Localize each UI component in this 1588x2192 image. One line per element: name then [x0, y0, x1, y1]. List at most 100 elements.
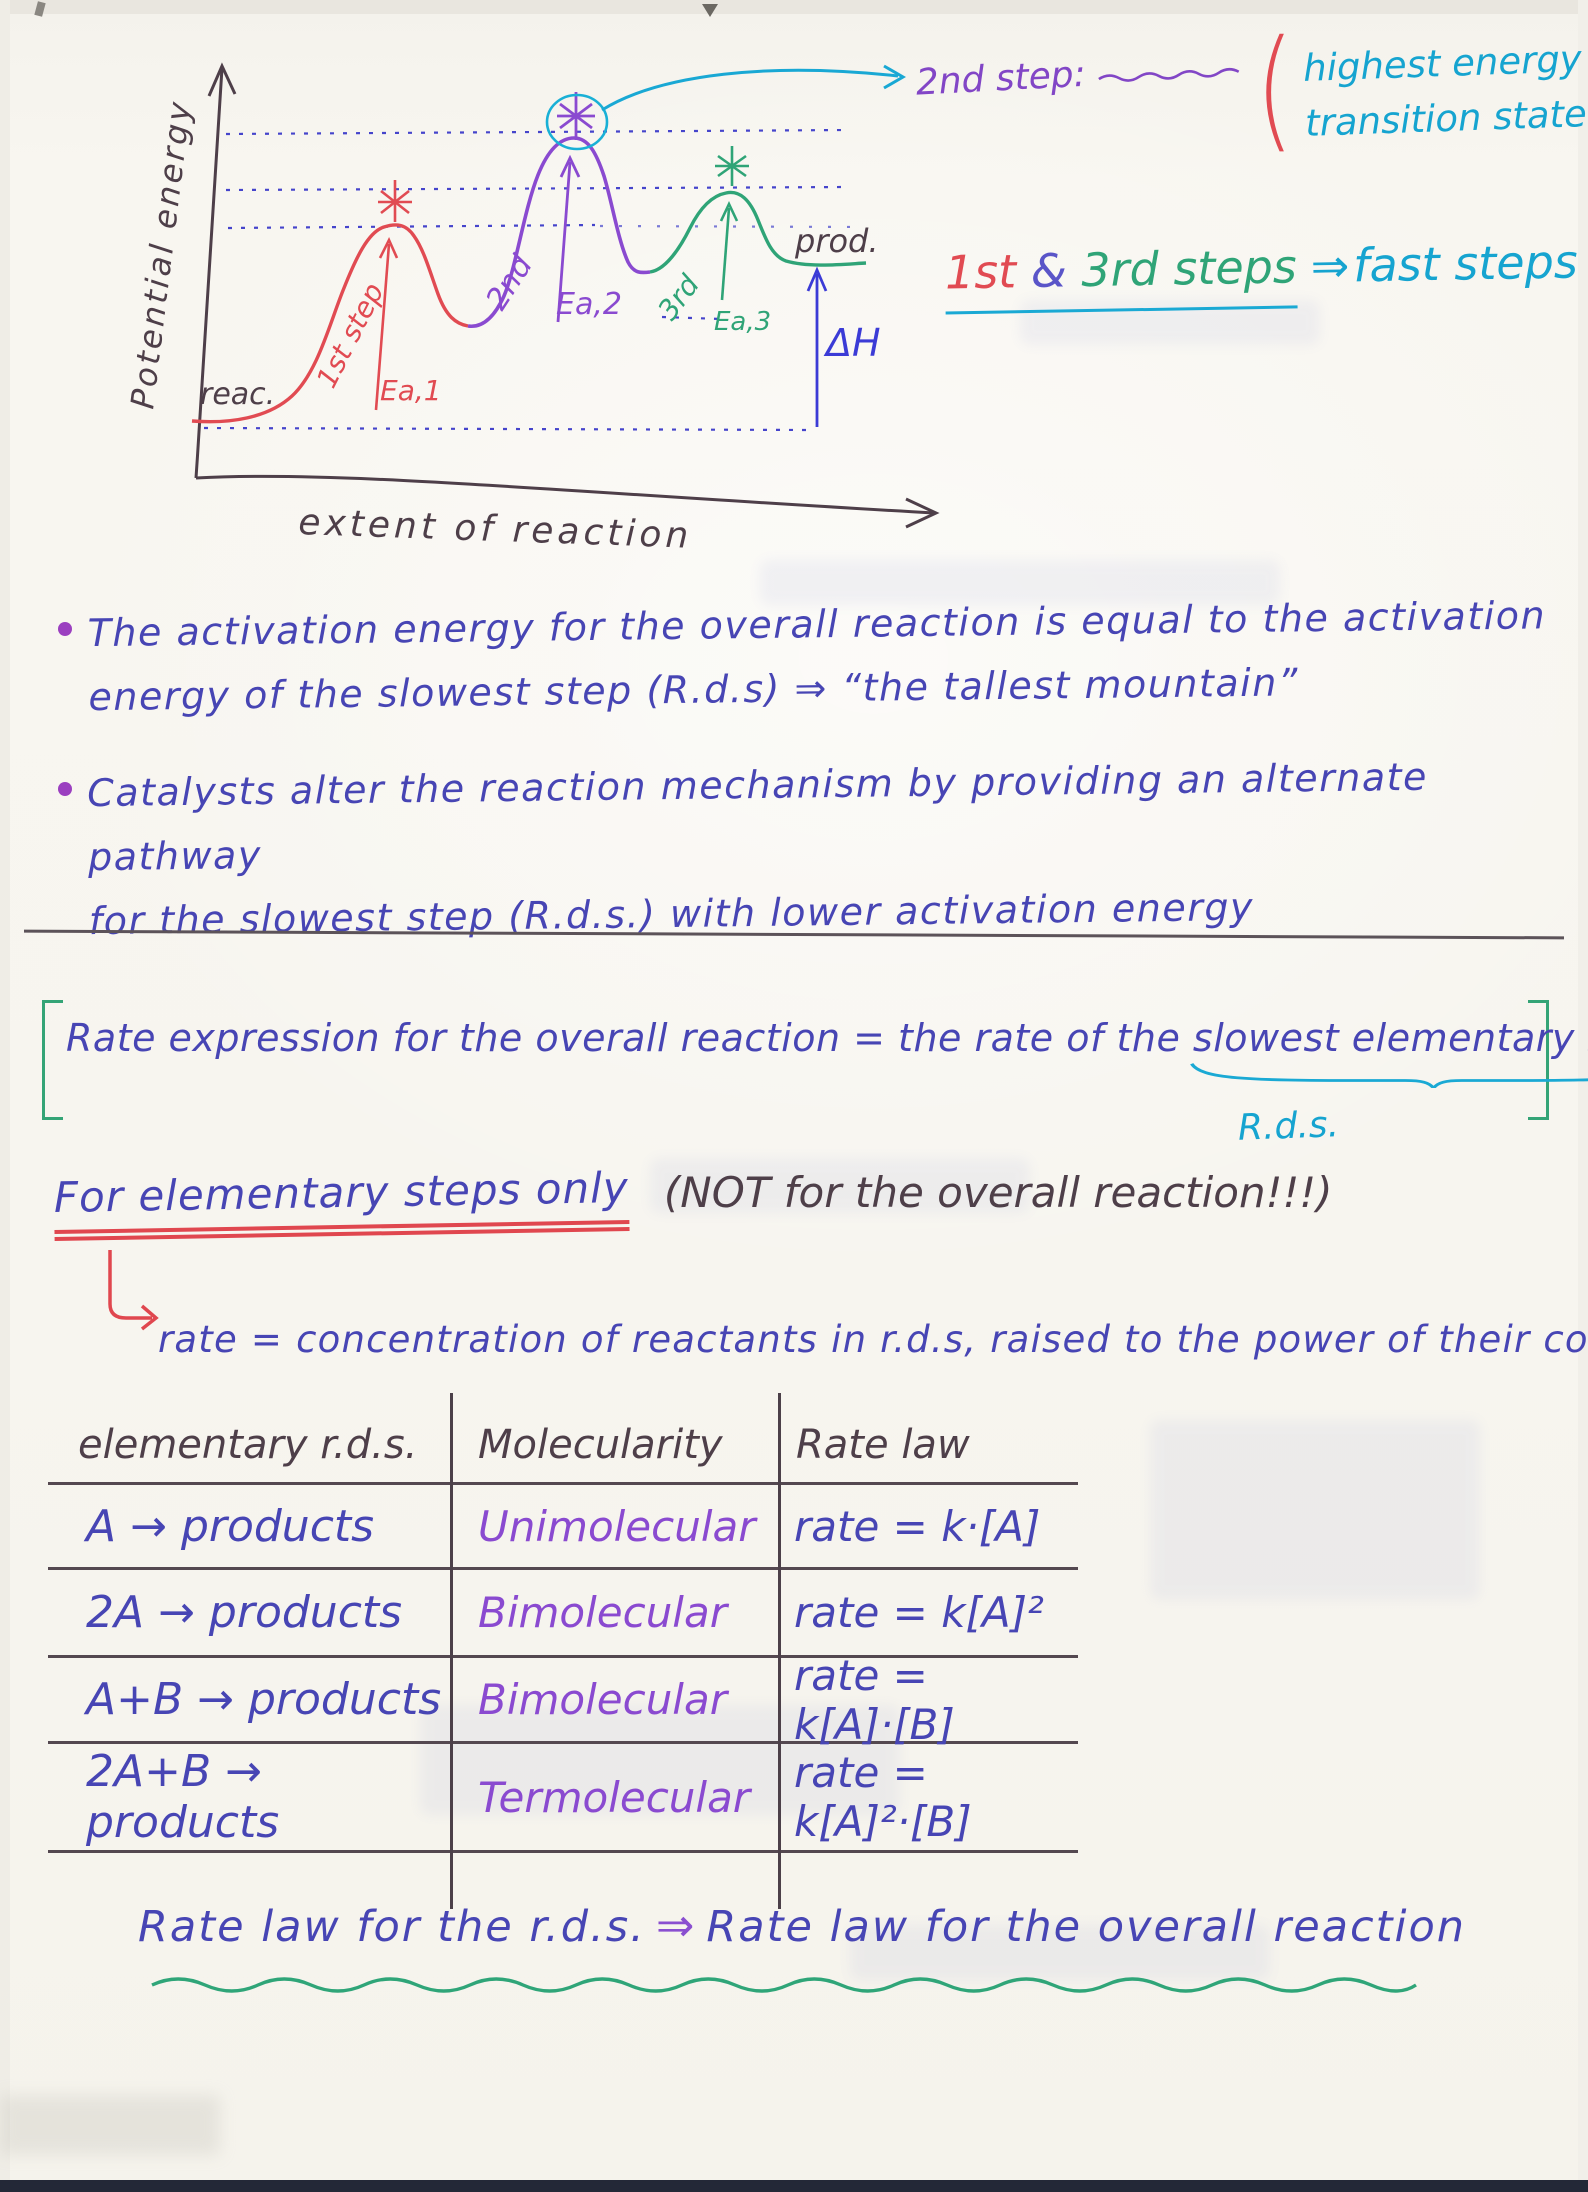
highlight-circle-peak2	[545, 93, 609, 151]
scan-smudge	[0, 2095, 220, 2155]
slowest-step-text: slowest elementary step	[1192, 1016, 1588, 1060]
cyan-underbrace	[1190, 1062, 1588, 1088]
table-cell-rds: 2A → products	[48, 1570, 450, 1658]
curve-step2	[467, 136, 651, 328]
table-cell-molecularity: Unimolecular	[450, 1485, 778, 1570]
ea-arrows	[374, 154, 828, 427]
table-header-rate-law: Rate law	[778, 1395, 1078, 1485]
y-axis	[194, 67, 224, 479]
footer-statement: Rate law for the r.d.s. ⇒ Rate law for the…	[138, 1898, 1466, 1952]
callout-rds-body: highest energy transition state	[1302, 25, 1588, 151]
transition-state-mark-2	[557, 92, 595, 140]
callout-rds-prefix: 2nd step:	[914, 21, 1248, 104]
rate-definition: rate = concentration of reactants in r.d…	[158, 1318, 1588, 1361]
implies-arrow-icon: ⇒	[1310, 238, 1350, 294]
table-header-rds: elementary r.d.s.	[48, 1395, 450, 1485]
table-column-divider	[778, 1393, 781, 1909]
branch-arrow-icon	[108, 1250, 159, 1331]
bleed-through	[650, 1158, 1030, 1213]
rate-expression-statement: Rate expression for the overall reaction…	[66, 1016, 1588, 1088]
footer-right: Rate law for the overall reaction	[706, 1902, 1467, 1952]
table-cell-rate-law: rate = k[A]²	[778, 1570, 1078, 1658]
ea1-label: Ea,1	[380, 374, 442, 407]
rate-expression-text: Rate expression for the overall reaction…	[66, 1016, 1193, 1060]
callout-line1: highest energy	[1302, 37, 1583, 90]
callout-connector-arrowhead	[883, 64, 906, 90]
dashed-reference-lines	[203, 128, 861, 432]
table-cell-rate-law: rate = k·[A]	[778, 1485, 1078, 1570]
fast-steps-text: fast steps	[1352, 234, 1579, 293]
y-axis-label: Potential energy	[123, 97, 199, 411]
table-cell-molecularity: Termolecular	[450, 1744, 778, 1853]
x-axis-arrowhead	[905, 497, 940, 529]
table-cell-molecularity: Bimolecular	[450, 1570, 778, 1658]
ea2-arrowhead	[559, 154, 581, 178]
reactants-label: reac.	[200, 377, 275, 412]
ea2-arrow	[556, 161, 572, 323]
step2-label: 2nd	[479, 249, 540, 317]
x-axis	[195, 474, 935, 515]
bullet-activation-energy: The activation energy for the overall re…	[87, 583, 1583, 729]
footer-left: Rate law for the r.d.s.	[138, 1902, 646, 1952]
ea3-label: Ea,3	[714, 307, 771, 337]
elementary-heading-note: (NOT for the overall reaction!!!)	[663, 1168, 1333, 1217]
dashed-line-peak3-level	[225, 185, 849, 192]
second-step-label: 2nd step:	[914, 53, 1087, 104]
table-cell-rds: A → products	[48, 1485, 450, 1570]
bleed-through	[1020, 300, 1320, 345]
y-axis-arrowhead	[207, 62, 237, 97]
dashed-line-peak1-level	[227, 223, 596, 230]
table-cell-rds: A+B → products	[48, 1658, 450, 1744]
bullet-icon	[58, 782, 72, 796]
transition-state-mark-3	[715, 146, 749, 186]
step3-label: 3rd	[651, 269, 706, 327]
green-bracket-left	[42, 1000, 63, 1120]
callout-line2: transition state	[1304, 92, 1588, 145]
molecularity-table: elementary r.d.s. Molecularity Rate law …	[48, 1395, 1078, 1853]
bullet-icon	[58, 622, 72, 636]
dashed-line-reactant-level	[203, 426, 813, 432]
x-axis-label: extent of reaction	[298, 502, 693, 557]
elementary-heading-text: For elementary steps only	[53, 1162, 630, 1242]
wavy-underline-purple	[1098, 67, 1240, 82]
ampersand: &	[1030, 243, 1068, 299]
ea1-arrow	[374, 243, 391, 411]
bullet-catalysts: Catalysts alter the reaction mechanism b…	[87, 743, 1584, 953]
table-header-molecularity: Molecularity	[450, 1395, 778, 1485]
ea2-label: Ea,2	[556, 287, 622, 322]
elementary-steps-heading: For elementary steps only (NOT for the o…	[53, 1162, 1333, 1242]
rds-brace-label: R.d.s.	[1237, 1104, 1340, 1149]
scan-edge-bottom	[0, 2180, 1588, 2192]
ea3-arrowhead	[719, 200, 739, 222]
bleed-through	[420, 1705, 900, 1815]
transition-state-mark-1	[378, 180, 412, 222]
slowest-step-underlined: slowest elementary step	[1190, 1016, 1588, 1088]
scan-edge-left	[0, 0, 10, 2192]
callout-rds: 2nd step: ( highest energy transition st…	[915, 12, 1588, 166]
scan-edge-top	[0, 0, 1588, 14]
dashed-line-peak2-level	[225, 128, 849, 136]
delta-h-arrowhead	[806, 266, 828, 292]
bleed-through	[760, 560, 1280, 605]
ea1-arrowhead	[378, 236, 399, 259]
curve-step3	[649, 190, 867, 274]
green-wavy-underline	[151, 1977, 1417, 1993]
delta-h-label: ΔH	[823, 321, 881, 365]
implies-arrow-icon: ⇒	[655, 1898, 697, 1952]
ea3-arrow	[720, 207, 731, 301]
bullet2-line1: Catalysts alter the reaction mechanism b…	[87, 754, 1429, 880]
table-cell-molecularity: Bimolecular	[450, 1658, 778, 1744]
axes	[194, 62, 940, 529]
table-column-divider	[450, 1393, 453, 1909]
bleed-through	[850, 1925, 1270, 1980]
table-cell-rate-law: rate = k[A]·[B]	[778, 1651, 1078, 1749]
callout-connector	[601, 68, 899, 112]
energy-diagram: Potential energy extent of reaction reac…	[123, 62, 940, 557]
fast-steps-subject: 1st & 3rd steps	[944, 239, 1298, 315]
table-cell-rds: 2A+B → products	[48, 1744, 450, 1853]
table-cell-rate-law: rate = k[A]²·[B]	[778, 1744, 1078, 1853]
scan-edge-right	[1578, 0, 1588, 2192]
third-step-ref: 3rd steps	[1080, 239, 1298, 298]
red-open-paren: (	[1255, 12, 1295, 166]
